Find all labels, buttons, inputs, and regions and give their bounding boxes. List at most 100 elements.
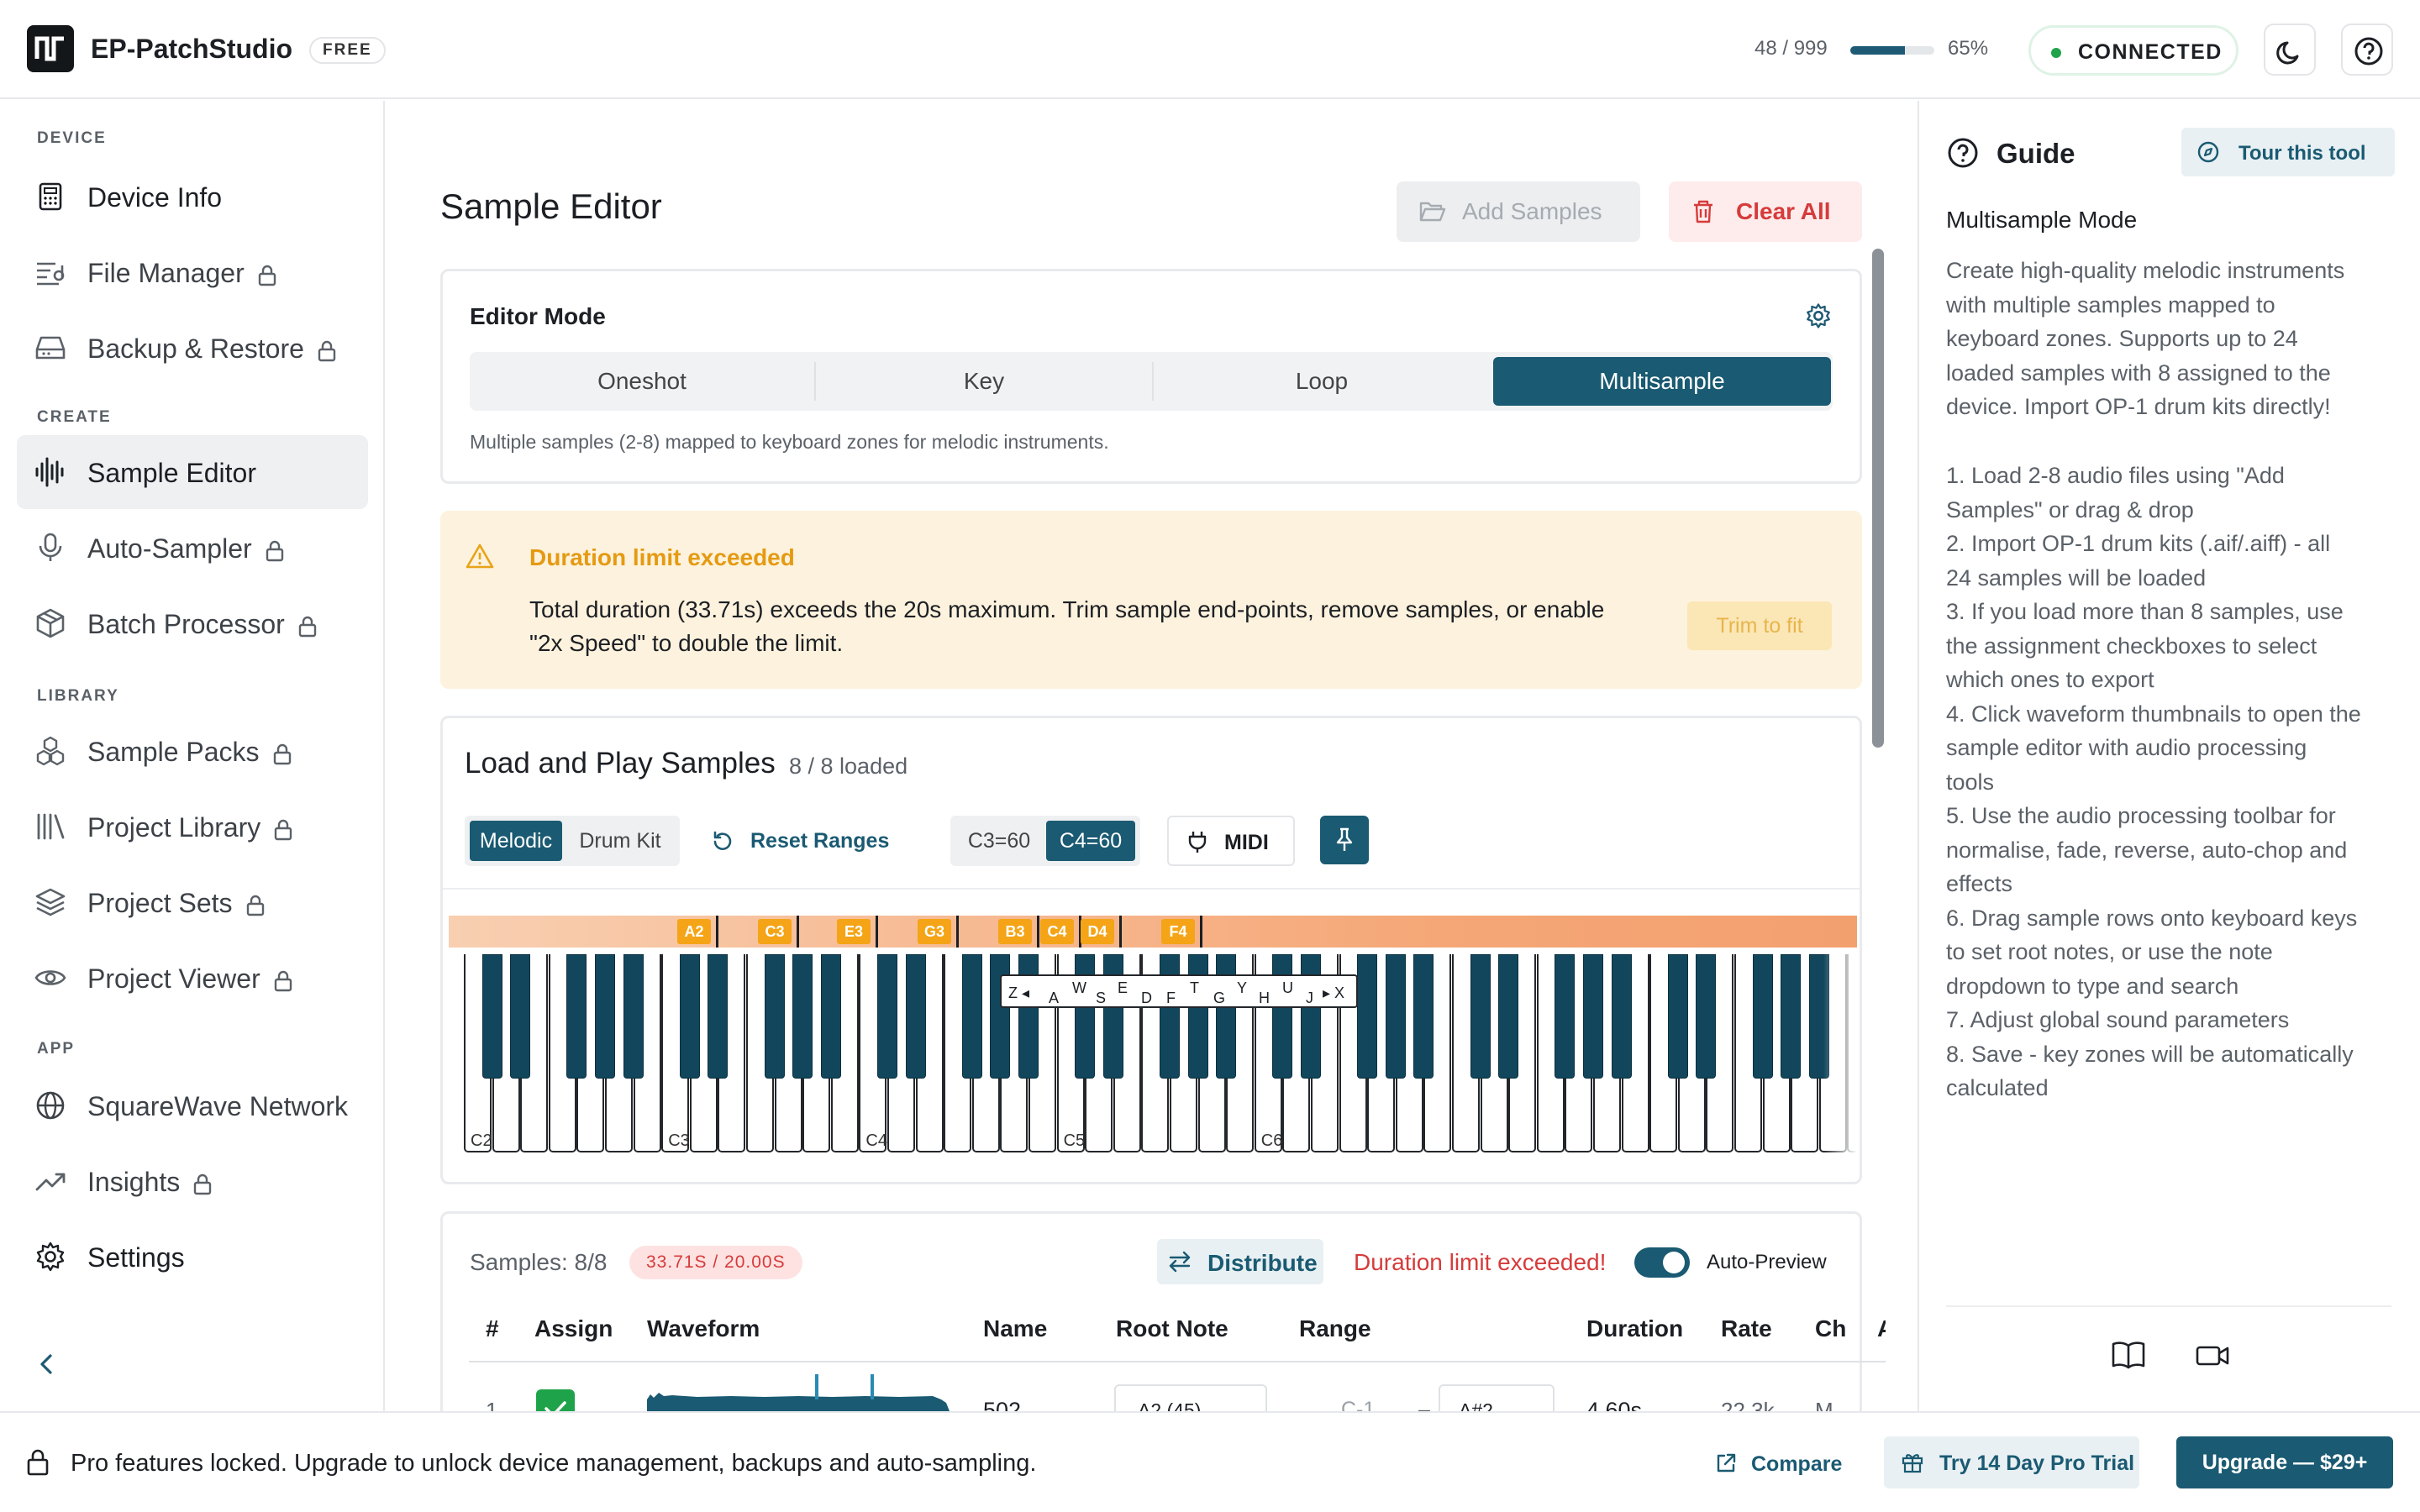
black-key[interactable]: [481, 954, 502, 1079]
sidebar-item-project-viewer[interactable]: Project Viewer: [17, 941, 368, 1015]
mode-key[interactable]: Key: [963, 368, 1005, 394]
sidebar-item-backup-restore[interactable]: Backup & Restore: [17, 311, 368, 385]
start-trial-button[interactable]: Try 14 Day Pro Trial: [1884, 1436, 2139, 1488]
sidebar-item-sample-packs[interactable]: Sample Packs: [17, 714, 368, 788]
black-key[interactable]: [1583, 954, 1603, 1079]
zone-root-tag[interactable]: F4: [1161, 919, 1195, 944]
help-button[interactable]: [2341, 24, 2393, 76]
zone-root-tag[interactable]: E3: [837, 919, 871, 944]
black-key[interactable]: [1301, 954, 1321, 1079]
mode-loop[interactable]: Loop: [1295, 368, 1349, 394]
video-camera-icon[interactable]: [2195, 1341, 2230, 1371]
sidebar-item-project-sets[interactable]: Project Sets: [17, 865, 368, 939]
black-key[interactable]: [1611, 954, 1632, 1079]
zone-root-tag[interactable]: C4: [1040, 919, 1074, 944]
trim-to-fit-button[interactable]: Trim to fit: [1687, 601, 1832, 650]
black-key[interactable]: [1752, 954, 1773, 1079]
qwerty-key-hint: D: [1141, 990, 1152, 1006]
guide-line: tools: [1946, 769, 1995, 795]
black-key[interactable]: [623, 954, 644, 1079]
lock-icon: [27, 1449, 49, 1476]
black-key[interactable]: [1498, 954, 1519, 1079]
black-key[interactable]: [1075, 954, 1096, 1079]
zone-root-tag[interactable]: D4: [1081, 919, 1114, 944]
pin-icon: [1336, 827, 1353, 851]
key-zone-bar[interactable]: [449, 916, 1857, 948]
black-key[interactable]: [792, 954, 813, 1079]
black-key[interactable]: [510, 954, 531, 1079]
add-samples-button[interactable]: Add Samples: [1397, 181, 1640, 242]
book-icon[interactable]: [2111, 1339, 2146, 1371]
black-key[interactable]: [905, 954, 926, 1079]
table-row[interactable]: 1 502 A2 (45) C-1 – A#2 4.60s 22.3k M: [469, 1362, 1886, 1411]
main-scrollbar[interactable]: [1872, 249, 1884, 748]
waveform-thumbnail[interactable]: [647, 1374, 950, 1411]
black-key[interactable]: [1470, 954, 1491, 1079]
black-key[interactable]: [566, 954, 587, 1079]
pin-keyboard-button[interactable]: [1320, 816, 1369, 864]
black-key[interactable]: [1555, 954, 1576, 1079]
zone-root-tag[interactable]: G3: [918, 919, 951, 944]
black-key[interactable]: [990, 954, 1011, 1079]
column-header-range: Range: [1299, 1315, 1371, 1341]
sidebar-item-label: Settings: [87, 1242, 185, 1273]
connection-status-pill[interactable]: CONNECTED: [2028, 25, 2238, 76]
assign-checkbox[interactable]: [536, 1389, 575, 1411]
black-key[interactable]: [1018, 954, 1039, 1079]
octave-c4-60[interactable]: C4=60: [1046, 821, 1135, 861]
black-key[interactable]: [764, 954, 785, 1079]
piano-keyboard[interactable]: C2 C3 C4 C5 C6: [449, 954, 1857, 1156]
compare-button[interactable]: Compare: [1709, 1436, 1860, 1490]
kit-mode-melodic[interactable]: Melodic: [470, 821, 562, 861]
sidebar-item-insights[interactable]: Insights: [17, 1144, 368, 1218]
distribute-button[interactable]: Distribute: [1157, 1239, 1323, 1284]
black-key[interactable]: [1272, 954, 1293, 1079]
black-key[interactable]: [1160, 954, 1180, 1079]
kit-mode-drum-kit[interactable]: Drum Kit: [579, 829, 661, 853]
zone-root-tag[interactable]: A2: [677, 919, 711, 944]
black-key[interactable]: [1357, 954, 1378, 1079]
black-key[interactable]: [679, 954, 700, 1079]
range-high-select[interactable]: A#2: [1439, 1384, 1555, 1411]
black-key[interactable]: [1102, 954, 1123, 1079]
tour-button[interactable]: Tour this tool: [2181, 128, 2395, 176]
sidebar-item-device-info[interactable]: Device Info: [17, 160, 368, 234]
sidebar-item-sample-editor[interactable]: Sample Editor: [17, 435, 368, 509]
collapse-sidebar-icon[interactable]: [34, 1351, 60, 1378]
sidebar-item-batch-processor[interactable]: Batch Processor: [17, 586, 368, 660]
black-key[interactable]: [1187, 954, 1208, 1079]
upgrade-button[interactable]: Upgrade — $29+: [2176, 1436, 2393, 1488]
load-play-title: Load and Play Samples: [465, 747, 776, 780]
black-key[interactable]: [1385, 954, 1406, 1079]
sidebar-item-text: Insights: [87, 1167, 181, 1197]
zone-root-tag[interactable]: C3: [758, 919, 792, 944]
black-key[interactable]: [1413, 954, 1434, 1079]
sidebar-item-file-manager[interactable]: File Manager: [17, 235, 368, 309]
root-note-select[interactable]: A2 (45): [1114, 1384, 1267, 1411]
midi-button[interactable]: MIDI: [1167, 816, 1295, 866]
octave-c3-60[interactable]: C3=60: [967, 829, 1031, 853]
zone-root-tag[interactable]: B3: [998, 919, 1032, 944]
octave-label: C3: [668, 1131, 690, 1150]
black-key[interactable]: [961, 954, 982, 1079]
black-key[interactable]: [1216, 954, 1237, 1079]
black-key[interactable]: [595, 954, 615, 1079]
theme-toggle-button[interactable]: [2264, 24, 2316, 76]
sidebar-item-project-library[interactable]: Project Library: [17, 790, 368, 864]
sidebar-item-settings[interactable]: Settings: [17, 1220, 368, 1294]
mode-multisample[interactable]: Multisample: [1493, 357, 1831, 406]
black-key[interactable]: [1667, 954, 1688, 1079]
reset-ranges-button[interactable]: Reset Ranges: [710, 816, 912, 866]
sidebar-item-squarewave-network[interactable]: SquareWave Network: [17, 1068, 368, 1142]
black-key[interactable]: [1781, 954, 1802, 1079]
sidebar-item-auto-sampler[interactable]: Auto-Sampler: [17, 511, 368, 585]
mode-oneshot[interactable]: Oneshot: [597, 368, 687, 394]
black-key[interactable]: [820, 954, 841, 1079]
clear-all-button[interactable]: Clear All: [1669, 181, 1862, 242]
auto-preview-toggle[interactable]: [1634, 1247, 1690, 1278]
black-key[interactable]: [708, 954, 729, 1079]
settings-gear-icon[interactable]: [1804, 302, 1833, 330]
black-key[interactable]: [877, 954, 897, 1079]
black-key[interactable]: [1696, 954, 1717, 1079]
compare-label: Compare: [1751, 1452, 1843, 1476]
